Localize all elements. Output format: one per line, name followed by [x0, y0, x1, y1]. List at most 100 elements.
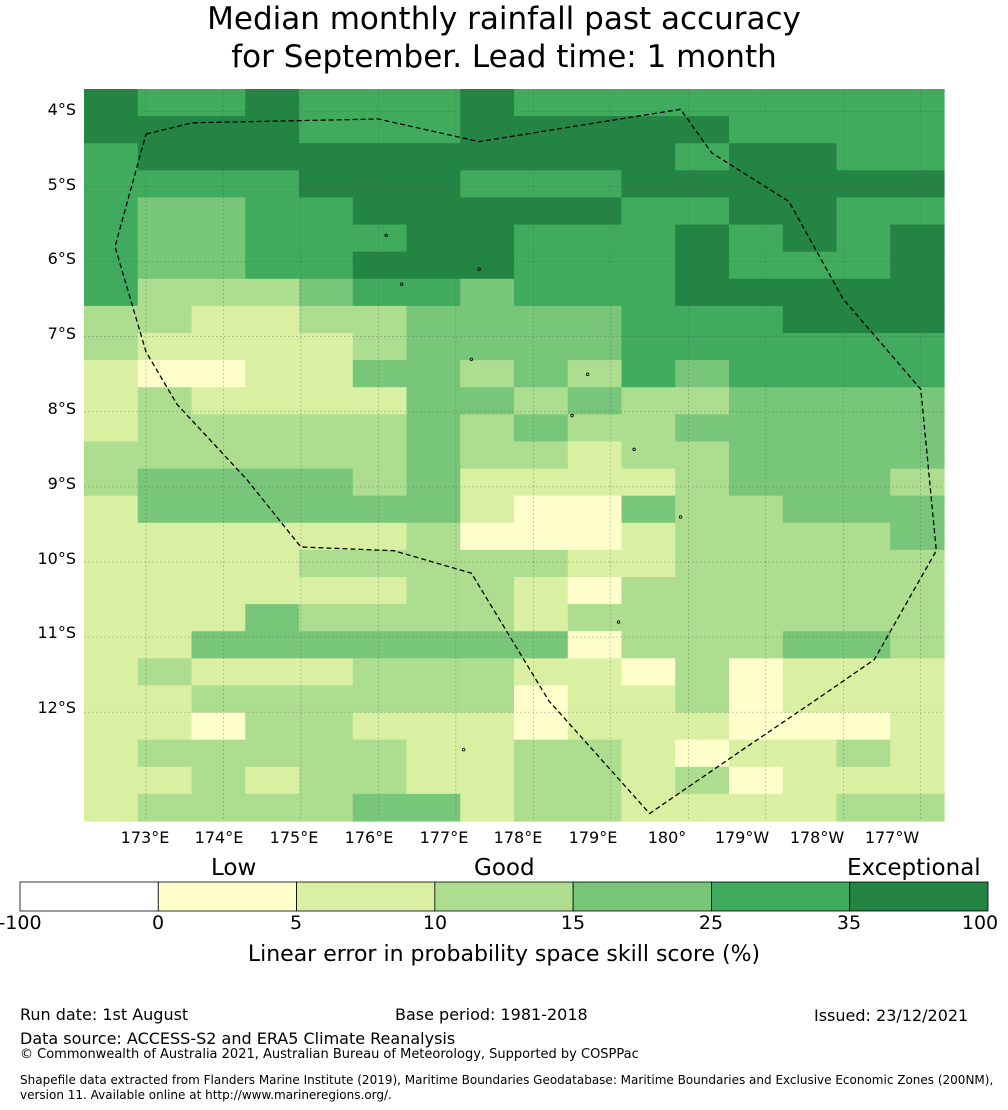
skill-cell [567, 712, 623, 741]
skill-cell [567, 197, 623, 226]
skill-cell [406, 685, 461, 714]
skill-cell [245, 658, 300, 687]
skill-cell [352, 170, 408, 199]
skill-cell [191, 712, 246, 741]
skill-cell [729, 197, 784, 226]
skill-cell [729, 224, 784, 253]
skill-cell [890, 197, 945, 226]
title-line-2: for September. Lead time: 1 month [231, 39, 777, 75]
skill-cell [460, 685, 515, 714]
island-outline [384, 233, 388, 238]
skill-cell [890, 685, 945, 714]
skill-cell [567, 658, 623, 687]
skill-cell [621, 631, 676, 659]
skill-cell [191, 793, 246, 822]
skill-cell [621, 143, 676, 171]
skill-cell [299, 441, 354, 470]
island-outline [678, 515, 683, 519]
skill-cell [191, 414, 246, 443]
skill-cell [191, 197, 246, 226]
skill-cell [782, 712, 838, 741]
skill-cell [245, 197, 300, 226]
skill-cell [567, 495, 623, 524]
skill-cell [836, 495, 891, 524]
skill-cell [567, 631, 623, 659]
skill-cell [621, 89, 676, 117]
skill-cell [621, 468, 676, 497]
skill-cell [675, 143, 730, 171]
skill-cell [84, 577, 139, 605]
skill-cell [352, 441, 408, 470]
skill-cell [191, 387, 246, 415]
skill-cell [299, 793, 354, 822]
skill-cell [836, 739, 891, 768]
skill-cell [567, 414, 623, 443]
skill-cell [406, 224, 461, 253]
skill-cell [514, 522, 569, 551]
skill-cell [836, 116, 891, 144]
skill-cell [836, 197, 891, 226]
skill-cell [352, 333, 408, 361]
skill-cell [729, 441, 784, 470]
lon-label: 179°E [568, 828, 618, 847]
lat-label: 10°S [37, 549, 76, 568]
skill-cell [406, 278, 461, 307]
skill-cell [191, 495, 246, 524]
skill-cell [191, 224, 246, 253]
skill-cell [836, 522, 891, 551]
skill-cell [245, 89, 300, 117]
skill-cell [675, 305, 730, 334]
skill-cell [890, 766, 945, 795]
skill-cell [191, 251, 246, 280]
skill-cell [460, 658, 515, 687]
skill-cell [567, 766, 623, 795]
skill-cell [191, 604, 246, 632]
skill-cell [191, 577, 246, 605]
skill-cell [352, 631, 408, 659]
skill-cell [836, 441, 891, 470]
issued-date: Issued: 23/12/2021 [814, 1006, 969, 1025]
lon-label: 177°W [864, 828, 920, 847]
skill-cell [675, 360, 730, 388]
skill-cell [406, 414, 461, 443]
skill-cell [782, 522, 838, 551]
skill-cell [782, 197, 838, 226]
skill-cell [675, 522, 730, 551]
skill-cell [729, 793, 784, 822]
skill-cell [191, 468, 246, 497]
skill-cell [352, 224, 408, 253]
skill-cell [567, 333, 623, 361]
lat-label: 7°S [47, 324, 76, 343]
skill-cell [675, 793, 730, 822]
skill-cell [567, 278, 623, 307]
skill-cell [137, 305, 193, 334]
colorbar-segment [711, 881, 851, 912]
island-outline [585, 372, 590, 376]
skill-cell [567, 604, 623, 632]
skill-cell [675, 658, 730, 687]
skill-cell [567, 468, 623, 497]
skill-cell [621, 170, 676, 199]
skill-cell [514, 224, 569, 253]
skill-cell [890, 739, 945, 768]
chart-title: Median monthly rainfall past accuracy fo… [0, 0, 1008, 76]
colorbar-tick: 15 [560, 912, 586, 934]
skill-cell [406, 441, 461, 470]
skill-cell [514, 116, 569, 144]
skill-cell [191, 333, 246, 361]
skill-cell [836, 278, 891, 307]
skill-cell [890, 170, 945, 199]
skill-cell [729, 333, 784, 361]
skill-cell [514, 278, 569, 307]
skill-cell [352, 577, 408, 605]
lon-label: 179°W [714, 828, 770, 847]
skill-cell [460, 468, 515, 497]
skill-cell [514, 143, 569, 171]
skill-cell [890, 333, 945, 361]
skill-cell [84, 631, 139, 659]
skill-cell [567, 685, 623, 714]
skill-cell [621, 793, 676, 822]
skill-cell [84, 441, 139, 470]
skill-cell [137, 577, 193, 605]
